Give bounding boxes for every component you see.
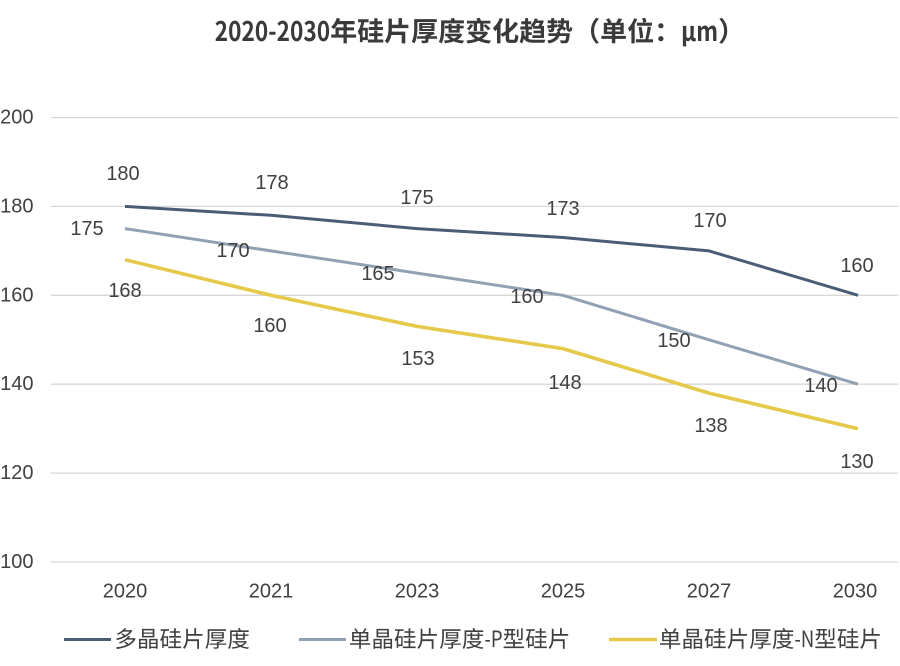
svg-text:168: 168 (108, 280, 141, 302)
svg-text:100: 100 (0, 551, 33, 573)
svg-text:170: 170 (693, 210, 726, 232)
svg-text:180: 180 (106, 163, 139, 185)
svg-text:153: 153 (401, 348, 434, 370)
svg-text:160: 160 (253, 315, 286, 337)
svg-text:150: 150 (657, 330, 690, 352)
svg-text:140: 140 (804, 375, 837, 397)
svg-text:2021: 2021 (249, 581, 294, 603)
svg-text:120: 120 (0, 462, 33, 484)
svg-text:148: 148 (548, 372, 581, 394)
svg-text:2030: 2030 (833, 581, 878, 603)
svg-text:165: 165 (361, 263, 394, 285)
svg-text:2020: 2020 (103, 581, 148, 603)
svg-text:2025: 2025 (541, 581, 586, 603)
svg-text:175: 175 (400, 187, 433, 209)
svg-text:140: 140 (0, 373, 33, 395)
svg-text:130: 130 (840, 451, 873, 473)
svg-text:173: 173 (546, 198, 579, 220)
svg-text:180: 180 (0, 195, 33, 217)
svg-text:200: 200 (0, 107, 33, 129)
svg-text:2023: 2023 (395, 581, 440, 603)
svg-text:160: 160 (0, 284, 33, 306)
svg-text:160: 160 (840, 255, 873, 277)
svg-text:160: 160 (510, 286, 543, 308)
svg-text:175: 175 (70, 218, 103, 240)
svg-text:2027: 2027 (687, 581, 732, 603)
svg-text:138: 138 (694, 415, 727, 437)
svg-text:178: 178 (255, 172, 288, 194)
svg-text:170: 170 (216, 240, 249, 262)
